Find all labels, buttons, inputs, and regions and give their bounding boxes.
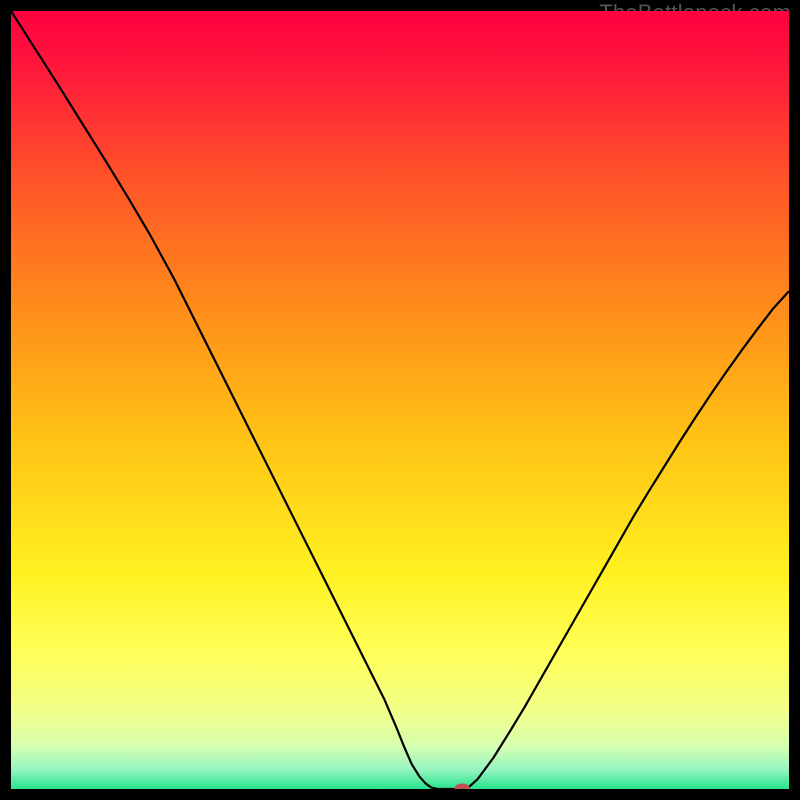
chart-frame: TheBottleneck.com [0, 0, 800, 800]
bottleneck-plot [11, 11, 789, 789]
gradient-background [11, 11, 789, 789]
